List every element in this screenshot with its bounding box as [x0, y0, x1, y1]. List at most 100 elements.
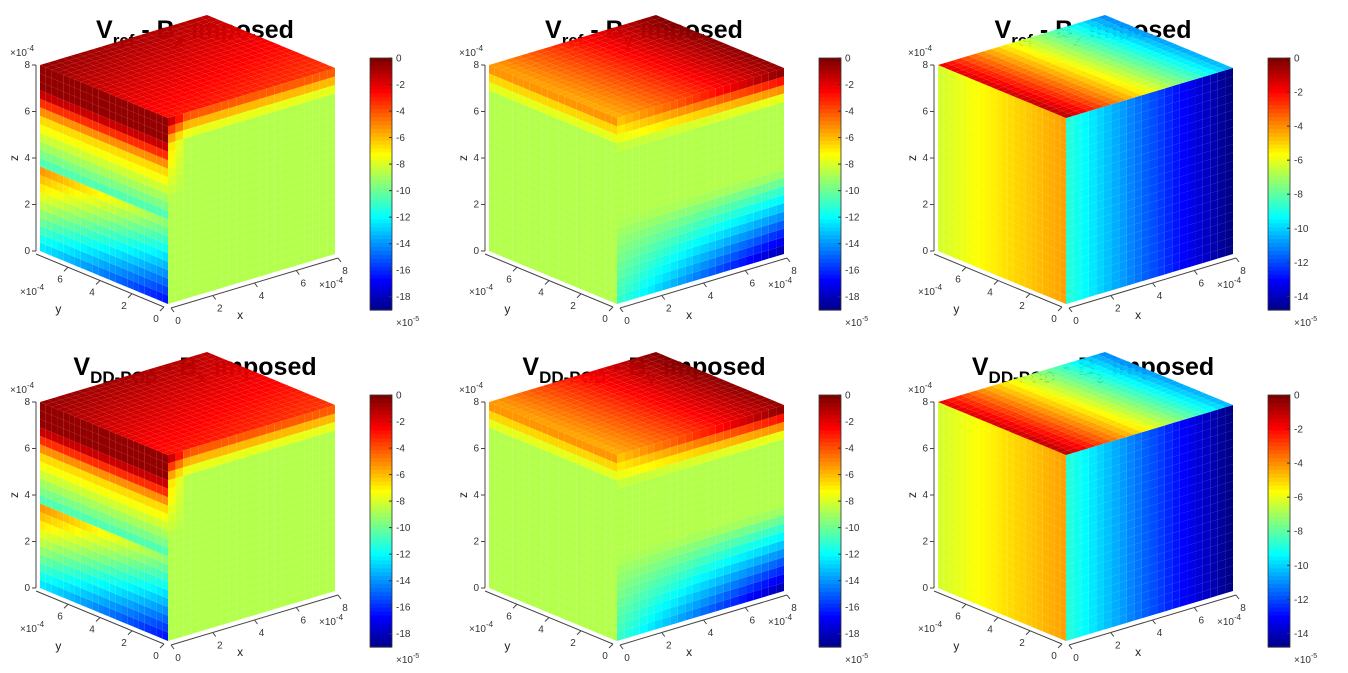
surface-cell	[1181, 60, 1195, 66]
surface-cell	[183, 625, 191, 637]
surface-cell	[568, 84, 582, 90]
surface-cell	[1054, 163, 1061, 175]
surface-cell	[670, 218, 678, 229]
surface-cell	[183, 465, 191, 476]
surface-cell	[198, 191, 206, 202]
surface-cell	[175, 231, 184, 243]
surface-cell	[294, 65, 309, 70]
z-tick-label: 0	[922, 246, 928, 257]
surface-cell	[605, 163, 612, 175]
surface-cell	[700, 158, 709, 170]
surface-cell	[236, 188, 244, 199]
surface-cell	[1119, 133, 1127, 145]
surface-cell	[228, 122, 237, 134]
surface-cell	[1126, 249, 1135, 261]
surface-cell	[228, 106, 237, 117]
surface-cell	[133, 145, 139, 157]
surface-cell	[955, 114, 962, 126]
surface-cell	[574, 49, 589, 55]
surface-cell	[1014, 72, 1029, 78]
surface-cell	[1104, 50, 1118, 55]
surface-cell	[1074, 21, 1089, 27]
surface-cell	[1217, 146, 1226, 158]
colorbar-swatch	[1268, 266, 1290, 272]
surface-cell	[1059, 26, 1073, 32]
surface-cell	[579, 73, 593, 78]
surface-cell	[529, 183, 536, 195]
surface-cell	[966, 58, 980, 63]
surface-cell	[248, 46, 262, 51]
surface-cell	[1107, 24, 1121, 30]
surface-cell	[553, 192, 559, 204]
surface-cell	[608, 31, 623, 36]
surface-cell	[656, 29, 670, 34]
surface-cell	[251, 588, 260, 600]
surface-cell	[234, 29, 248, 35]
surface-cell	[1030, 84, 1044, 90]
surface-cell	[1093, 61, 1107, 67]
surface-cell	[115, 256, 122, 268]
surface-cell	[978, 259, 985, 271]
surface-cell	[662, 245, 671, 257]
colorbar-swatch	[370, 69, 392, 75]
surface-cell	[1055, 35, 1070, 41]
surface-cell	[708, 249, 716, 260]
surface-cell	[1164, 103, 1173, 114]
surface-cell	[1105, 83, 1119, 88]
surface-cell	[506, 182, 513, 193]
surface-cell	[1149, 242, 1158, 254]
surface-cell	[1025, 227, 1032, 239]
surface-cell	[984, 236, 991, 248]
surface-cell	[972, 240, 979, 251]
surface-cell	[175, 198, 184, 209]
surface-cell	[98, 173, 104, 185]
surface-cell	[127, 151, 134, 163]
surface-cell	[1195, 94, 1203, 105]
surface-cell	[541, 137, 548, 149]
surface-cell	[1019, 200, 1026, 212]
surface-cell	[605, 155, 612, 167]
surface-cell	[753, 167, 762, 179]
surface-cell	[1073, 113, 1082, 125]
surface-cell	[1103, 163, 1112, 175]
surface-cell	[228, 476, 237, 488]
surface-cell	[529, 174, 536, 186]
surface-cell	[251, 563, 260, 574]
surface-cell	[156, 155, 163, 167]
surface-cell	[190, 92, 204, 98]
surface-cell	[190, 201, 199, 213]
surface-cell	[92, 137, 99, 149]
surface-cell	[312, 157, 320, 168]
surface-cell	[518, 186, 524, 198]
surface-cell	[489, 234, 495, 245]
surface-cell	[943, 101, 950, 113]
surface-cell	[198, 132, 206, 143]
surface-cell	[198, 267, 206, 278]
surface-cell	[1073, 172, 1082, 184]
surface-cell	[670, 45, 684, 51]
surface-cell	[605, 40, 619, 46]
colorbar-tick-label: -12	[845, 213, 860, 224]
surface-cell	[141, 61, 155, 67]
surface-cell	[632, 229, 640, 241]
surface-cell	[1175, 74, 1190, 80]
surface-cell	[109, 93, 116, 105]
surface-cell	[768, 188, 777, 200]
surface-cell	[588, 66, 603, 71]
surface-cell	[518, 212, 524, 224]
surface-cell	[57, 139, 64, 151]
surface-cell	[1117, 34, 1131, 39]
surface-cell	[1019, 98, 1026, 110]
surface-cell	[150, 38, 164, 43]
surface-cell	[165, 33, 179, 39]
colorbar-swatch	[370, 184, 392, 189]
surface-cell	[692, 109, 701, 121]
surface-cell	[1042, 150, 1049, 162]
surface-cell	[1164, 263, 1173, 275]
surface-cell	[569, 63, 583, 69]
colorbar-tick-label: -6	[1294, 156, 1303, 167]
surface-cell	[753, 58, 767, 64]
surface-cell	[738, 130, 747, 141]
surface-cell	[190, 623, 199, 635]
surface-cell	[1128, 92, 1142, 98]
